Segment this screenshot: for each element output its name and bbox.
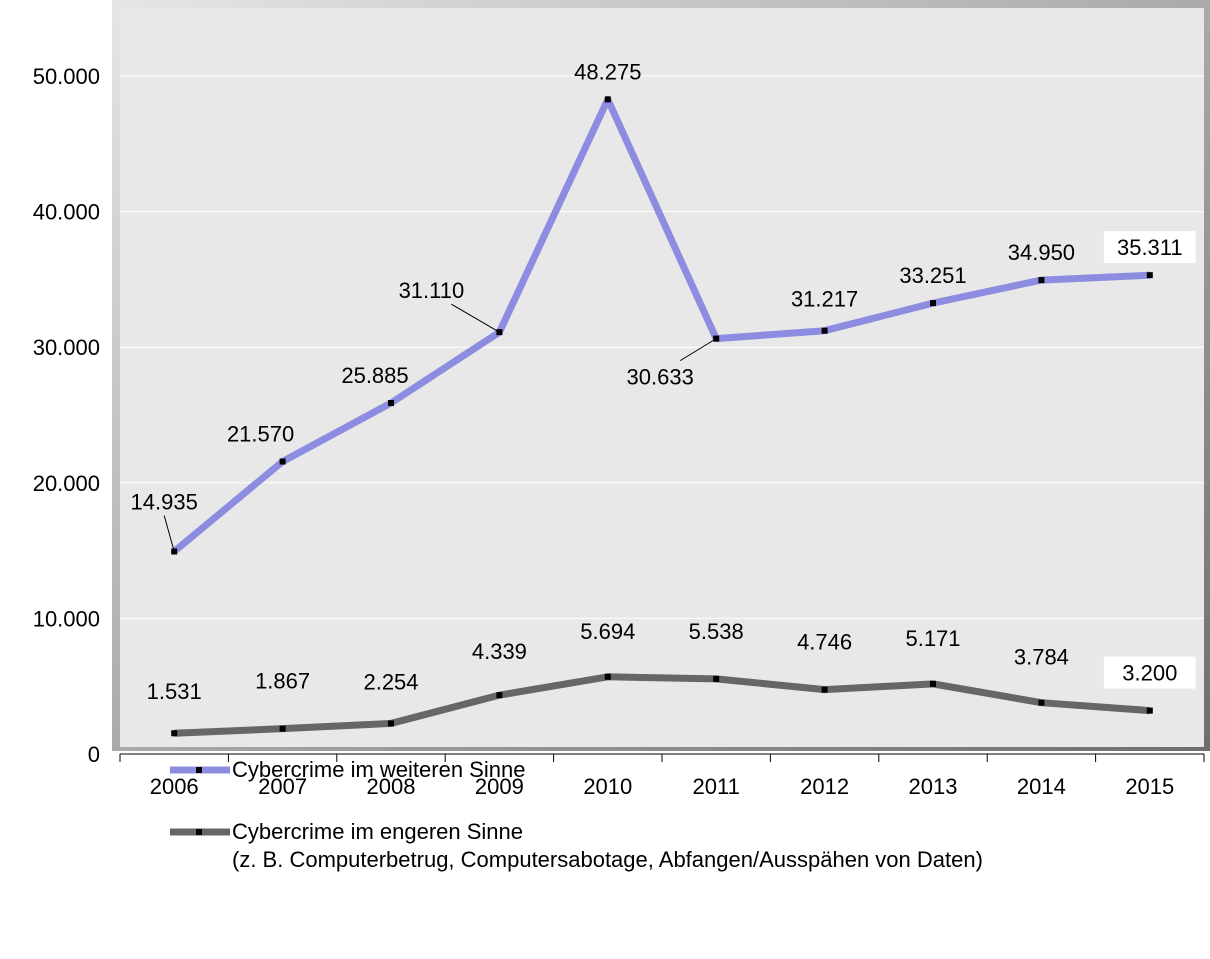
data-point [604,96,611,103]
legend-swatch-series-1 [170,766,230,774]
x-tick-label: 2009 [475,774,524,799]
data-label: 2.254 [363,669,418,694]
data-label: 4.746 [797,630,852,655]
label-leader-line [163,515,175,552]
data-point [279,458,286,465]
x-tick-label: 2007 [258,774,307,799]
x-tick-label: 2014 [1017,774,1066,799]
x-tick-label: 2012 [800,774,849,799]
data-point [1038,699,1045,706]
data-label: 35.311 [1117,235,1183,260]
data-label: 5.694 [580,619,635,644]
data-point [604,673,611,680]
data-label: 14.935 [131,489,198,514]
data-point [821,327,828,334]
data-label: 5.538 [689,619,744,644]
data-label: 1.531 [147,679,202,704]
data-point [930,680,936,687]
label-leader-line [679,338,717,362]
y-tick-label: 40.000 [33,200,100,225]
data-point [930,300,936,307]
plot-area [120,8,1204,747]
data-point [171,730,178,737]
data-label: 1.867 [255,669,310,694]
data-label-box [1103,656,1196,689]
x-tick-label: 2013 [909,774,958,799]
y-tick-label: 10.000 [33,606,100,631]
label-leader-line [451,303,500,333]
data-label: 3.784 [1014,645,1069,670]
data-label: 21.570 [227,422,294,447]
data-label: 48.275 [574,59,641,84]
data-label: 34.950 [1008,240,1075,265]
data-label-box [1103,231,1196,264]
legend-label-series-2: Cybercrime im engeren Sinne [232,819,524,844]
x-tick-label: 2011 [693,774,740,799]
y-tick-label: 0 [88,742,100,767]
data-label: 30.633 [627,365,694,390]
data-point [388,720,394,727]
y-tick-label: 30.000 [33,335,100,360]
data-label: 31.217 [791,287,858,312]
legend-note-series-2: (z. B. Computerbetrug, Computersabotage,… [232,847,983,872]
legend-swatch-series-2 [170,828,230,836]
data-point [1146,707,1153,714]
y-tick-label: 20.000 [33,471,100,496]
data-point [821,686,828,693]
data-label: 33.251 [899,263,966,288]
data-point [279,725,286,732]
x-tick-label: 2006 [150,774,199,799]
x-tick-label: 2008 [367,774,416,799]
legend-label-series-1: Cybercrime im weiteren Sinne [232,757,526,782]
data-label: 3.200 [1122,661,1177,686]
x-tick-label: 2015 [1125,774,1174,799]
data-label: 25.885 [341,363,408,388]
series-line-2 [174,673,1151,737]
data-label: 5.171 [905,626,960,651]
data-label: 4.339 [472,639,527,664]
data-point [1146,272,1153,279]
data-point [496,692,503,699]
data-point [1038,277,1045,284]
data-point [388,399,394,406]
data-point [713,675,720,682]
x-tick-label: 2010 [583,774,632,799]
series-line-1 [171,95,1150,555]
data-label: 31.110 [399,278,465,303]
y-tick-label: 50.000 [33,64,100,89]
